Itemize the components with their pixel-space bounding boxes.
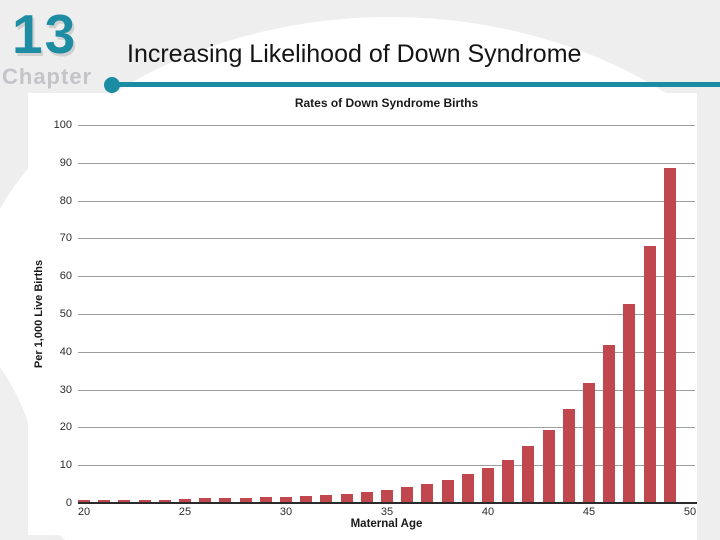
y-tick-label: 0	[65, 497, 72, 509]
bar	[502, 459, 515, 503]
chart-title: Rates of Down Syndrome Births	[294, 96, 479, 110]
bar	[158, 499, 171, 503]
bar	[259, 497, 272, 503]
gridline	[78, 314, 695, 315]
bar	[300, 496, 313, 503]
y-tick-label: 100	[53, 119, 72, 131]
bar	[340, 493, 353, 503]
title-rule-dot	[104, 77, 120, 93]
x-tick-label: 25	[178, 506, 192, 518]
y-tick-label: 70	[59, 232, 72, 244]
y-tick-label: 10	[59, 459, 72, 471]
bar	[542, 429, 555, 503]
bar	[441, 479, 454, 503]
bar	[98, 500, 111, 503]
gridline	[78, 201, 695, 202]
gridline	[78, 352, 695, 353]
bar	[199, 498, 212, 503]
y-tick-label: 30	[59, 384, 72, 396]
bar	[421, 484, 434, 503]
chapter-number: 13	[12, 3, 78, 65]
bar	[320, 495, 333, 503]
y-tick-label: 40	[59, 346, 72, 358]
bar	[381, 489, 393, 503]
y-tick-label: 50	[59, 308, 72, 320]
x-axis-line	[78, 502, 697, 504]
bar	[522, 445, 535, 503]
bar	[623, 304, 636, 503]
gridline	[78, 238, 695, 239]
bar	[643, 245, 656, 503]
title-rule	[112, 82, 720, 87]
bar	[118, 499, 131, 503]
bar	[179, 499, 191, 503]
y-tick-label: 80	[59, 195, 72, 207]
y-tick-label: 60	[59, 270, 72, 282]
gridline	[78, 390, 695, 391]
gridline	[78, 163, 695, 164]
bar	[401, 487, 414, 503]
gridline	[78, 276, 695, 277]
bar	[219, 498, 232, 503]
bar	[78, 500, 90, 503]
x-tick-label: 35	[380, 506, 394, 518]
gridline	[78, 125, 695, 126]
x-tick-label: 30	[279, 506, 293, 518]
bar	[562, 408, 575, 503]
bar	[583, 383, 595, 503]
x-axis-title: Maternal Age	[350, 518, 423, 530]
x-tick-label: 45	[582, 506, 596, 518]
x-tick-label: 40	[481, 506, 495, 518]
gridline	[78, 427, 695, 428]
x-tick-label: 50	[683, 506, 697, 518]
bar	[482, 468, 494, 503]
y-tick-label: 20	[59, 421, 72, 433]
bar	[663, 168, 676, 503]
gridline	[78, 465, 695, 466]
background-strip-right	[697, 108, 720, 540]
bar	[461, 474, 474, 503]
bar	[239, 497, 252, 503]
bar	[360, 491, 373, 503]
slide-title: Increasing Likelihood of Down Syndrome	[127, 40, 582, 68]
bar	[280, 496, 292, 503]
chapter-label: Chapter	[2, 64, 93, 89]
bar	[138, 499, 151, 503]
bar	[603, 344, 616, 503]
x-tick-label: 20	[77, 506, 91, 518]
y-tick-label: 90	[59, 157, 72, 169]
